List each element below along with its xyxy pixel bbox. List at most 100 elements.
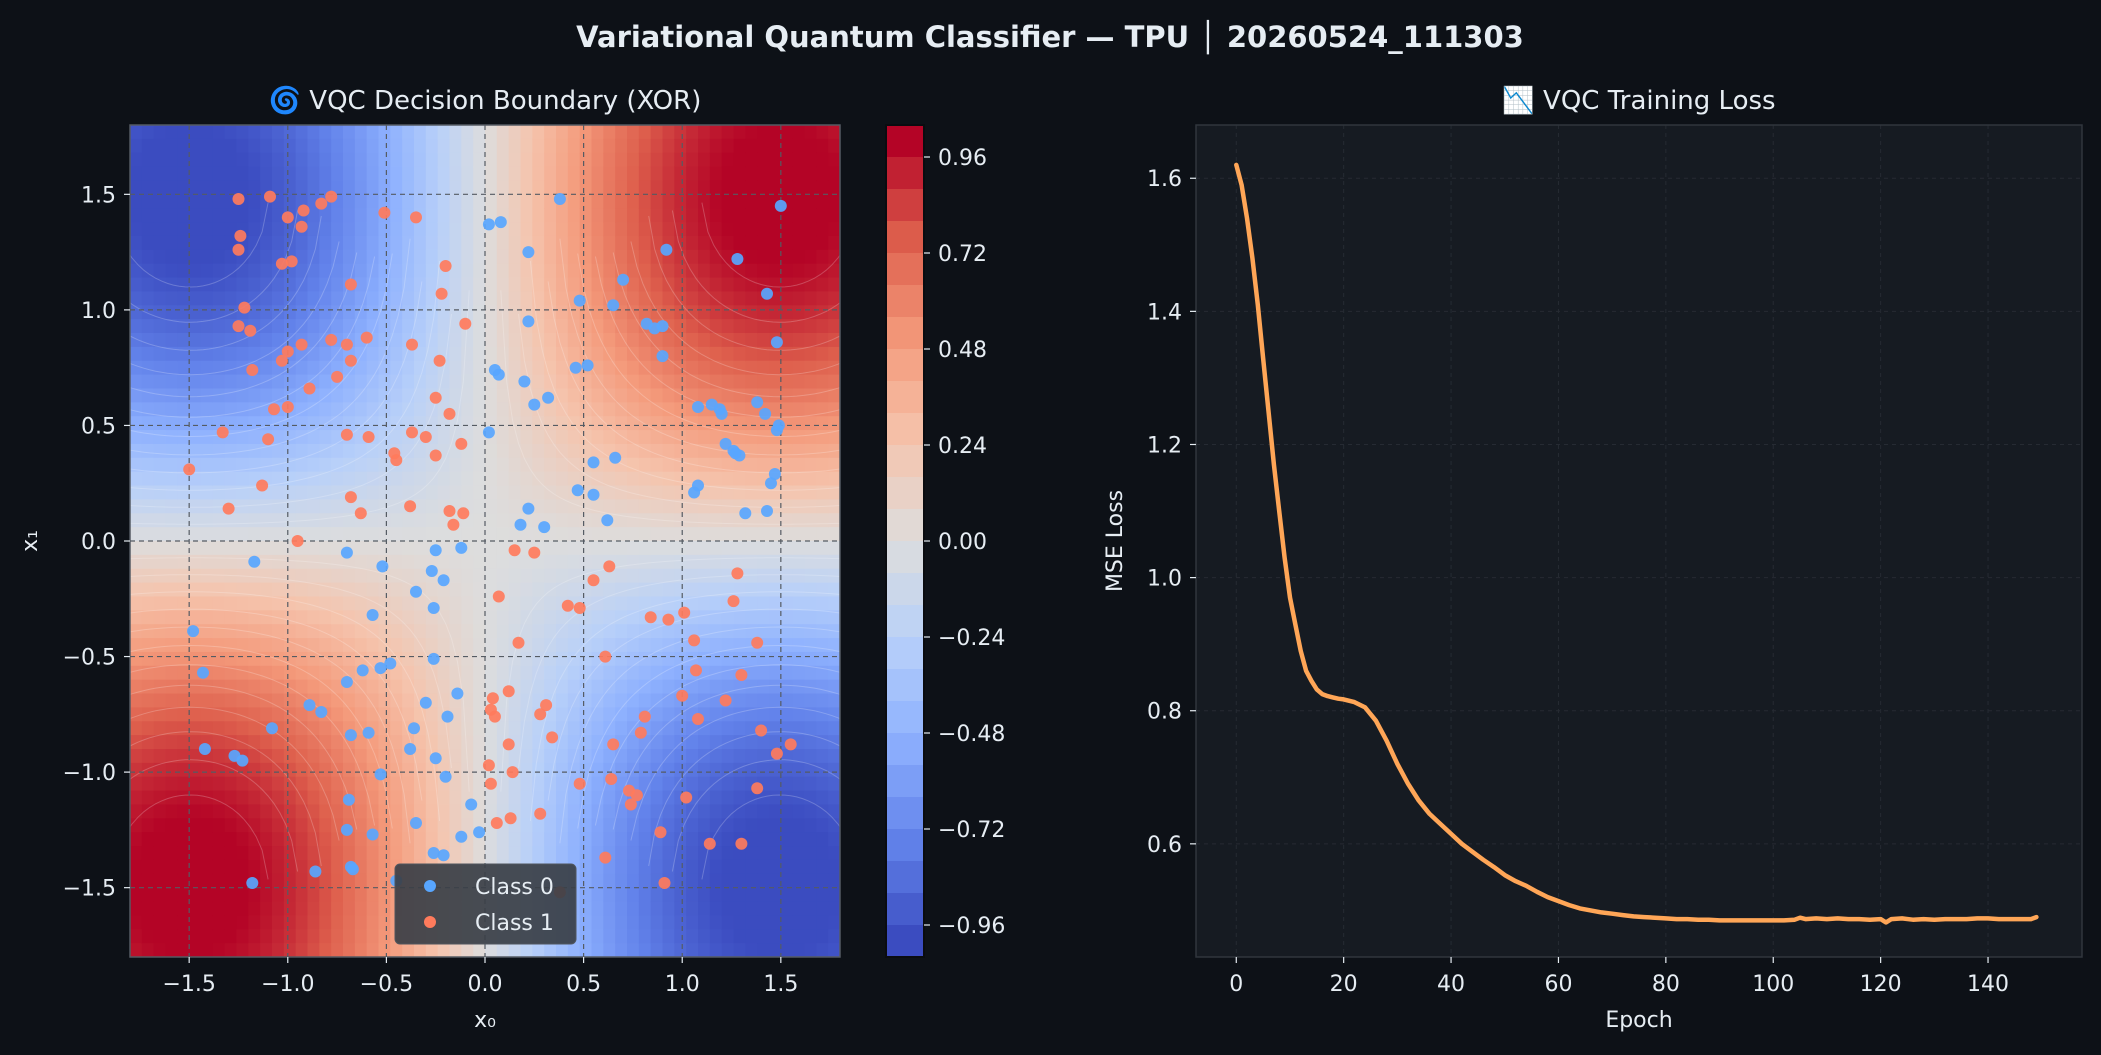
surface-cell <box>544 846 557 861</box>
surface-cell <box>283 194 297 209</box>
surface-cell <box>307 360 321 376</box>
class-1-point <box>331 370 344 383</box>
surface-cell <box>709 887 723 903</box>
surface-cell <box>650 582 664 598</box>
class-1-point <box>459 317 472 330</box>
surface-cell <box>816 749 829 764</box>
surface-cell <box>224 735 238 750</box>
surface-cell <box>638 485 652 501</box>
surface-cell <box>721 762 735 778</box>
surface-cell <box>378 859 392 875</box>
surface-cell <box>248 749 261 764</box>
surface-cell <box>224 416 238 431</box>
surface-cell <box>224 388 238 404</box>
surface-cell <box>461 610 474 625</box>
surface-cell <box>757 693 770 709</box>
surface-cell <box>343 402 356 417</box>
surface-cell <box>650 541 664 556</box>
surface-cell <box>792 776 806 792</box>
surface-cell <box>177 554 190 570</box>
surface-cell <box>177 804 190 820</box>
class-1-point <box>262 433 275 446</box>
surface-cell <box>153 402 167 417</box>
surface-cell <box>141 374 155 390</box>
class-1-point <box>573 777 586 790</box>
surface-cell <box>485 735 498 750</box>
x-tick-label: 120 <box>1860 972 1902 997</box>
surface-cell <box>556 610 569 625</box>
surface-cell <box>745 263 758 279</box>
surface-cell <box>319 901 332 917</box>
surface-cell <box>307 665 321 681</box>
surface-cell <box>698 263 711 279</box>
surface-cell <box>343 166 356 182</box>
surface-cell <box>189 846 202 861</box>
surface-cell <box>141 125 155 140</box>
contour-line <box>130 253 393 437</box>
surface-cell <box>650 513 664 528</box>
surface-cell <box>366 416 380 431</box>
surface-cell <box>201 374 214 390</box>
surface-cell <box>485 152 498 168</box>
surface-cell <box>295 735 309 750</box>
surface-cell <box>307 277 321 293</box>
surface-cell <box>307 416 321 431</box>
surface-cell <box>236 138 250 154</box>
surface-cell <box>437 235 451 251</box>
surface-cell <box>390 180 403 196</box>
colorbar-band <box>886 413 924 446</box>
surface-cell <box>260 457 273 473</box>
surface-cell <box>579 388 593 404</box>
surface-cell <box>556 208 569 223</box>
surface-cell <box>496 693 510 709</box>
class-1-point <box>502 685 515 698</box>
surface-cell <box>378 721 392 736</box>
surface-cell <box>816 471 829 487</box>
surface-cell <box>556 707 569 723</box>
surface-cell <box>343 915 356 931</box>
class-0-point <box>522 246 535 259</box>
surface-cell <box>260 305 273 320</box>
surface-cell <box>141 319 155 334</box>
surface-cell <box>354 485 368 501</box>
surface-cell <box>579 235 593 251</box>
class-0-point <box>340 676 353 688</box>
surface-cell <box>650 263 664 279</box>
surface-cell <box>780 374 794 390</box>
surface-cell <box>390 249 403 265</box>
surface-cell <box>272 568 285 584</box>
surface-cell <box>804 208 818 223</box>
surface-cell <box>816 499 829 515</box>
surface-cell <box>425 194 439 209</box>
surface-cell <box>224 859 238 875</box>
surface-cell <box>532 790 545 806</box>
surface-cell <box>224 443 238 459</box>
surface-cell <box>532 235 545 251</box>
surface-cell <box>295 554 309 570</box>
surface-cell <box>780 152 794 168</box>
surface-cell <box>165 693 179 709</box>
surface-cell <box>745 624 758 639</box>
surface-cell <box>804 915 818 931</box>
surface-cell <box>591 804 605 820</box>
contour-line <box>130 759 299 872</box>
surface-cell <box>709 846 723 861</box>
surface-cell <box>721 235 735 251</box>
class-1-point <box>630 789 643 802</box>
surface-cell <box>828 568 840 584</box>
surface-cell <box>165 416 179 431</box>
surface-cell <box>579 166 593 182</box>
surface-cell <box>319 735 332 750</box>
surface-cell <box>272 749 285 764</box>
surface-cell <box>709 707 723 723</box>
surface-cell <box>603 416 616 431</box>
surface-cell <box>224 277 238 293</box>
colorbar-band <box>886 861 924 894</box>
surface-cell <box>674 541 687 556</box>
surface-cell <box>532 249 545 265</box>
surface-cell <box>177 291 190 307</box>
surface-cell <box>260 554 273 570</box>
surface-cell <box>236 277 250 293</box>
surface-cell <box>615 388 628 404</box>
surface-cell <box>615 485 628 501</box>
